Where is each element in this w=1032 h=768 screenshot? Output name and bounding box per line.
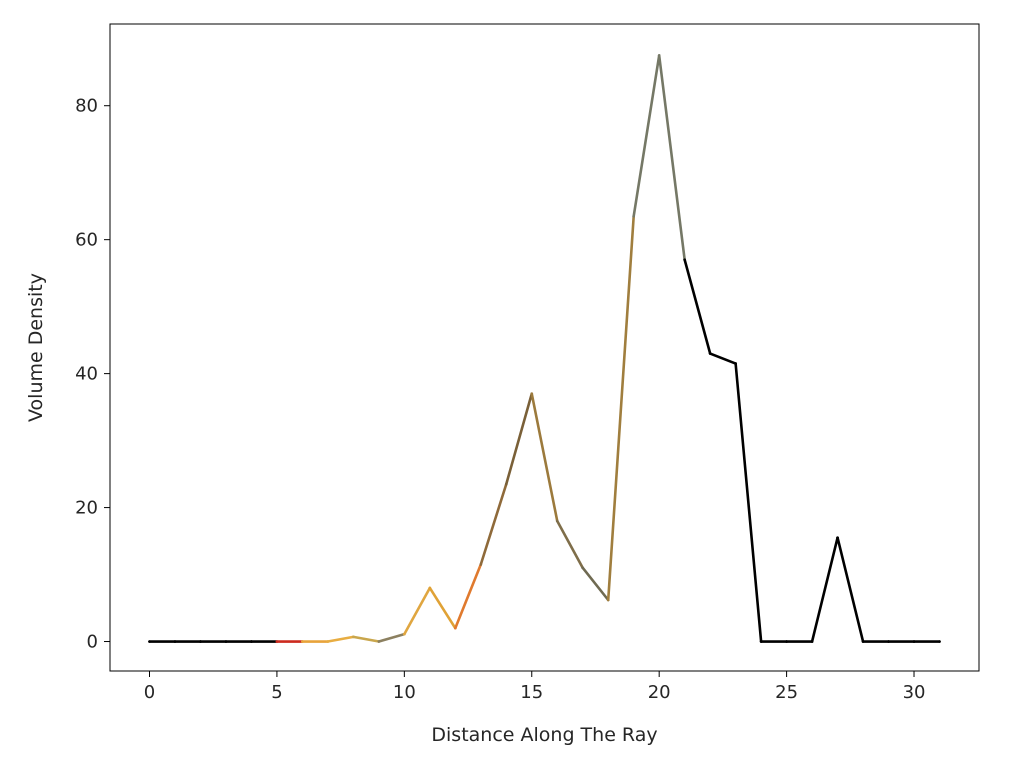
x-tick-label: 5 xyxy=(271,682,282,703)
data-point xyxy=(454,626,457,630)
series-segment xyxy=(428,586,457,630)
plot-area-frame xyxy=(109,23,980,672)
y-tick-label: 80 xyxy=(75,96,98,117)
data-point xyxy=(403,632,406,636)
series-segment xyxy=(810,536,839,643)
series-segment xyxy=(683,258,712,355)
data-point xyxy=(352,635,355,639)
data-point xyxy=(275,640,279,643)
data-point xyxy=(657,54,661,57)
data-point xyxy=(530,392,534,396)
x-tick-label: 10 xyxy=(393,682,416,703)
data-point xyxy=(683,258,686,262)
data-point xyxy=(504,482,508,486)
series-segment xyxy=(657,54,686,262)
data-point xyxy=(479,563,483,566)
x-tick-label: 25 xyxy=(775,682,798,703)
y-tick-label: 20 xyxy=(75,498,98,519)
x-tick-label: 15 xyxy=(520,682,543,703)
data-point xyxy=(148,640,151,643)
data-point xyxy=(810,640,814,643)
series-segment xyxy=(504,392,534,486)
data-point xyxy=(606,598,610,602)
x-tick-label: 0 xyxy=(144,682,155,703)
series-layer xyxy=(148,54,941,643)
series-segment xyxy=(606,214,635,602)
data-point xyxy=(581,566,585,570)
series-segment xyxy=(479,482,508,566)
data-point xyxy=(250,640,253,643)
series-segment xyxy=(403,586,432,636)
series-segment xyxy=(836,536,865,643)
data-point xyxy=(912,640,916,643)
data-point xyxy=(632,214,635,218)
data-point xyxy=(173,640,177,643)
x-axis-label: Distance Along The Ray xyxy=(431,724,657,746)
series-segment xyxy=(530,392,559,523)
x-tick-label: 20 xyxy=(648,682,671,703)
data-point xyxy=(428,586,432,590)
data-point xyxy=(377,640,381,643)
data-point xyxy=(887,640,890,643)
y-tick-label: 60 xyxy=(75,230,98,251)
data-point xyxy=(326,640,330,643)
data-point xyxy=(836,536,839,540)
series-segment xyxy=(632,54,661,218)
series-segment xyxy=(708,352,737,365)
data-point xyxy=(759,640,763,643)
data-point xyxy=(301,640,304,643)
data-point xyxy=(734,362,737,365)
data-point xyxy=(938,640,941,643)
data-point xyxy=(224,640,228,643)
data-point xyxy=(861,640,865,643)
series-segment xyxy=(555,519,585,570)
data-point xyxy=(785,640,788,643)
data-point xyxy=(555,519,559,523)
series-segment xyxy=(352,635,381,643)
data-point xyxy=(708,352,712,355)
y-axis-label: Volume Density xyxy=(25,273,47,422)
series-segment xyxy=(377,632,406,643)
ticks-layer: 0 5 10 15 20 25 30 0 20 40 60 80 xyxy=(75,96,925,703)
x-tick-label: 30 xyxy=(903,682,926,703)
series-segment xyxy=(734,362,763,643)
series-segment xyxy=(454,563,483,630)
y-tick-label: 0 xyxy=(87,632,98,653)
data-point xyxy=(199,640,202,643)
series-segment xyxy=(581,566,610,602)
y-tick-label: 40 xyxy=(75,364,98,385)
series-segment xyxy=(326,635,355,643)
